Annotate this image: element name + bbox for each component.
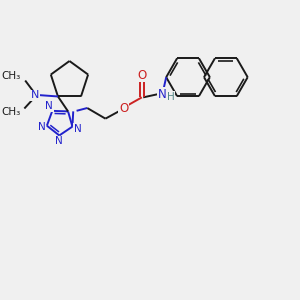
Text: CH₃: CH₃ <box>2 71 21 81</box>
Text: N: N <box>74 124 82 134</box>
Text: H: H <box>167 92 175 102</box>
Text: O: O <box>137 69 146 82</box>
Text: N: N <box>31 90 39 100</box>
Text: N: N <box>45 101 53 111</box>
Text: N: N <box>38 122 45 132</box>
Text: N: N <box>55 136 63 146</box>
Text: N: N <box>158 88 166 100</box>
Text: CH₃: CH₃ <box>1 107 20 117</box>
Text: O: O <box>119 101 128 115</box>
